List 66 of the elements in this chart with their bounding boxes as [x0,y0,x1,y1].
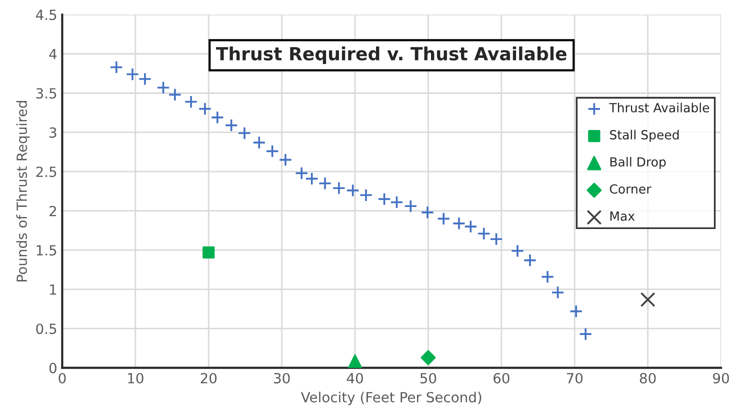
point [464,220,478,234]
point [477,226,491,240]
x-tick-label: 10 [128,372,144,384]
point [420,206,434,220]
x-tick-label: 50 [420,372,436,384]
x-axis-title: Velocity (Feet Per Second) [300,392,482,406]
point [452,216,466,230]
point [156,80,170,94]
point [238,126,252,140]
x-tick-label: 20 [200,372,217,384]
point [404,199,418,213]
y-tick-label: 4 [49,49,57,60]
point [436,212,450,226]
y-tick-label: 1.5 [36,245,56,256]
x-tick-label: 90 [713,372,729,384]
y-tick-label: 0.5 [36,324,56,334]
point [202,246,215,259]
point [390,196,404,209]
y-tick-label: 3 [50,127,56,138]
y-tick-label: 1 [50,284,56,295]
x-tick-label: 0 [58,372,66,384]
point [252,136,266,150]
x-tick-label: 40 [346,372,363,384]
legend-label: Corner [610,184,652,194]
legend-label: Thrust Available [609,102,710,112]
legend-label: Max [610,212,635,221]
point [318,176,332,190]
point [523,254,537,268]
point [224,118,238,132]
point [198,102,212,116]
x-tick-label: 60 [494,372,510,384]
point [294,166,308,180]
point [266,144,280,158]
point [540,270,554,284]
point [490,232,504,246]
point [510,244,524,258]
point [332,181,346,195]
point [305,172,319,186]
point [184,95,198,108]
point [168,88,182,102]
point [346,184,360,198]
y-tick-label: 2 [50,206,56,216]
point [110,60,124,74]
point [138,72,152,86]
point [348,354,362,368]
point [420,350,436,366]
y-tick-label: 0 [49,362,56,374]
y-tick-label: 3.5 [36,88,56,99]
y-tick-label: 4.5 [36,10,56,20]
x-tick-label: 70 [566,372,583,384]
x-tick-label: 30 [274,372,290,384]
point [278,153,292,167]
legend-label: Stall Speed [610,130,679,142]
point [640,292,656,308]
legend-label: Ball Drop [610,156,666,170]
point [210,110,224,124]
point [378,192,392,206]
point [551,286,564,300]
point [359,188,373,202]
y-tick-label: 2.5 [36,166,56,178]
text: Thrust Required v. Thust Available [216,46,566,64]
y-axis-title: Pounds of Thrust Required [16,101,30,282]
point [126,68,140,81]
point [569,304,583,318]
point [578,327,592,341]
x-tick-label: 80 [640,372,656,384]
